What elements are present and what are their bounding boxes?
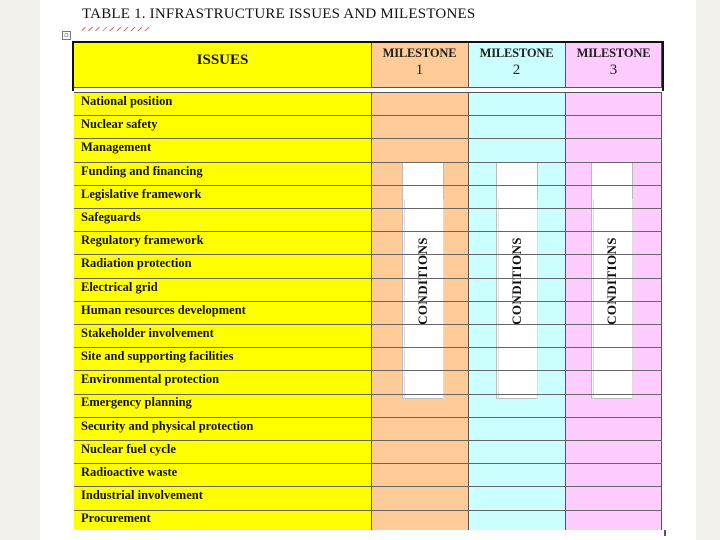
milestone-2-label: MILESTONE	[479, 46, 554, 60]
table-row: Nuclear fuel cycle	[74, 438, 371, 461]
row-divider	[74, 300, 662, 302]
header-separator	[74, 87, 662, 93]
issue-label: Legislative framework	[81, 186, 202, 201]
issue-label: Regulatory framework	[81, 233, 204, 248]
table-row: National position	[74, 90, 371, 113]
row-divider	[74, 440, 662, 441]
table-row: Management	[74, 136, 371, 159]
table-row: Industrial involvement	[74, 484, 371, 507]
spellcheck-underline	[82, 27, 152, 31]
row-divider	[74, 231, 662, 233]
table-row: Security and physical protection	[74, 415, 371, 438]
table-corner-mark	[664, 530, 666, 536]
milestone-1-number: 1	[415, 62, 424, 78]
row-divider	[74, 138, 662, 140]
row-divider	[74, 416, 662, 418]
row-divider	[74, 347, 662, 349]
conditions-box-3: CONDITIONS	[591, 162, 633, 399]
milestone-1-header: MILESTONE 1	[371, 46, 468, 79]
milestone-2-header: MILESTONE 2	[468, 46, 565, 79]
document-page: TABLE 1. INFRASTRUCTURE ISSUES AND MILES…	[40, 0, 696, 540]
row-divider	[74, 161, 662, 163]
conditions-box-2: CONDITIONS	[496, 162, 538, 399]
issue-label: Stakeholder involvement	[81, 325, 214, 340]
table-row: Emergency planning	[74, 391, 371, 414]
issue-label: Emergency planning	[81, 395, 192, 410]
issue-label: Environmental protection	[81, 372, 220, 387]
milestone-3-header: MILESTONE 3	[565, 46, 662, 79]
issue-rows: National position Nuclear safety Managemen…	[74, 90, 371, 531]
table-title: TABLE 1. INFRASTRUCTURE ISSUES AND MILES…	[82, 6, 476, 22]
row-divider	[74, 486, 662, 488]
table-row: Environmental protection	[74, 368, 371, 391]
table-row: Procurement	[74, 507, 371, 530]
row-divider	[74, 370, 662, 372]
table-row: Radiation protection	[74, 252, 371, 275]
issue-label: Management	[81, 140, 152, 155]
table-row: Nuclear safety	[74, 113, 371, 136]
row-divider	[74, 463, 662, 465]
issue-label: Site and supporting facilities	[81, 349, 234, 364]
table-row: Electrical grid	[74, 276, 371, 299]
table-row: Site and supporting facilities	[74, 345, 371, 368]
issue-label: Nuclear safety	[81, 117, 158, 132]
row-divider	[74, 393, 662, 395]
table-move-handle-icon[interactable]: ▫	[62, 31, 71, 40]
issue-label: Industrial involvement	[81, 488, 203, 503]
table-row: Stakeholder involvement	[74, 322, 371, 345]
row-divider	[74, 254, 662, 256]
table-row: Regulatory framework	[74, 229, 371, 252]
milestone-2-number: 2	[512, 62, 521, 78]
table-row: Safeguards	[74, 206, 371, 229]
milestone-1-label: MILESTONE	[382, 46, 457, 60]
milestone-3-label: MILESTONE	[576, 46, 651, 60]
issue-label: Nuclear fuel cycle	[81, 441, 176, 456]
table-row: Radioactive waste	[74, 461, 371, 484]
table-row: Human resources development	[74, 299, 371, 322]
row-divider	[74, 115, 662, 117]
issues-header: ISSUES	[196, 52, 249, 68]
row-divider	[74, 208, 662, 209]
issue-label: Electrical grid	[81, 279, 158, 294]
table-row: Funding and financing	[74, 160, 371, 183]
issue-label: Radioactive waste	[81, 465, 178, 479]
issue-label: Safeguards	[81, 209, 141, 224]
milestone-3-number: 3	[609, 62, 618, 78]
row-divider	[74, 184, 662, 186]
conditions-label-1: CONDITIONS	[415, 237, 430, 325]
issue-label: Human resources development	[81, 302, 246, 317]
issue-label: National position	[81, 94, 173, 108]
issue-label: Radiation protection	[81, 256, 192, 271]
issue-label: Security and physical protection	[81, 418, 254, 433]
issues-column	[74, 43, 371, 530]
conditions-label-2: CONDITIONS	[509, 237, 524, 325]
conditions-label-3: CONDITIONS	[604, 237, 619, 325]
issue-label: Procurement	[81, 511, 151, 526]
row-divider	[74, 277, 662, 279]
row-divider	[74, 324, 662, 325]
issue-label: Funding and financing	[81, 163, 203, 178]
conditions-box-1: CONDITIONS	[402, 162, 444, 399]
table-row: Legislative framework	[74, 183, 371, 206]
row-divider	[74, 509, 662, 511]
